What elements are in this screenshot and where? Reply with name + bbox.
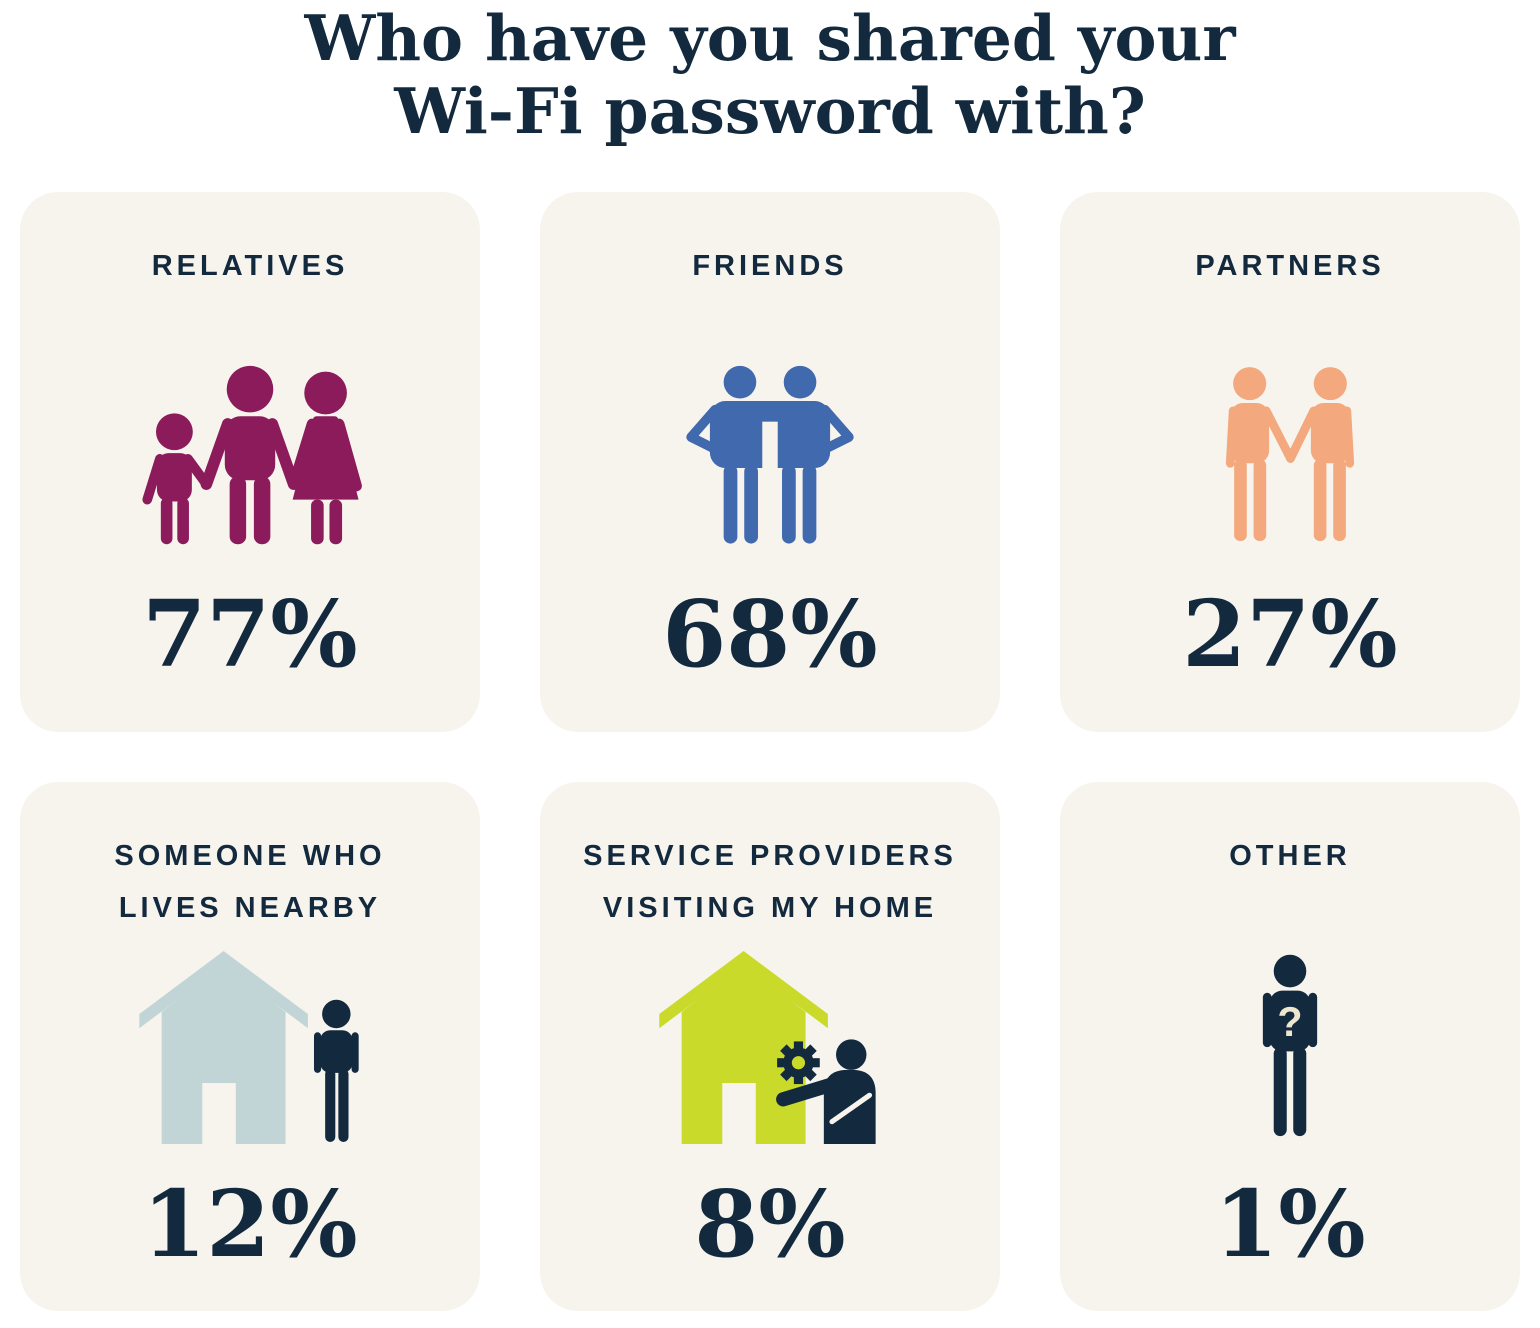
card-partners-label: PARTNERS — [1195, 240, 1384, 356]
friends-icon — [684, 356, 856, 556]
card-someone-nearby-value: 12% — [142, 1170, 358, 1278]
card-friends: FRIENDS — [540, 192, 1000, 732]
house-service-gear-icon — [657, 946, 883, 1146]
family-relatives-icon — [124, 356, 376, 556]
card-other: OTHER ? 1% — [1060, 782, 1520, 1311]
card-service-providers: SERVICE PROVIDERS VISITING MY HOME — [540, 782, 1000, 1311]
house-neighbor-icon — [137, 946, 363, 1146]
friends-svg — [686, 365, 854, 544]
card-someone-nearby: SOMEONE WHO LIVES NEARBY — [20, 782, 480, 1311]
card-service-providers-value: 8% — [694, 1170, 846, 1278]
label-line: SERVICE PROVIDERS — [583, 840, 957, 872]
label-line: RELATIVES — [151, 250, 349, 282]
card-relatives: RELATIVES — [20, 192, 480, 732]
card-friends-label: FRIENDS — [692, 240, 847, 356]
house-service-svg — [659, 950, 876, 1144]
cards-grid: RELATIVES — [20, 192, 1520, 1311]
person-question-svg: ? — [1262, 954, 1318, 1137]
card-relatives-label: RELATIVES — [152, 240, 349, 356]
label-line: OTHER — [1229, 840, 1351, 872]
page-title-line1: Who have you shared your — [304, 1, 1236, 75]
family-relatives-svg — [142, 365, 362, 545]
card-partners-value: 27% — [1182, 580, 1398, 688]
label-line: SOMEONE WHO — [114, 840, 386, 872]
partners-svg — [1225, 367, 1355, 541]
page-title-line2: Wi-Fi password with? — [394, 74, 1146, 148]
service-person — [776, 1038, 876, 1144]
label-line: LIVES NEARBY — [118, 892, 382, 924]
gear-icon — [777, 1040, 820, 1084]
label-line: FRIENDS — [692, 250, 848, 282]
card-relatives-value: 77% — [142, 580, 358, 688]
card-friends-value: 68% — [662, 580, 878, 688]
label-line: PARTNERS — [1195, 250, 1385, 282]
page-title: Who have you shared your Wi-Fi password … — [0, 2, 1540, 148]
question-mark: ? — [1277, 999, 1302, 1045]
card-someone-nearby-label: SOMEONE WHO LIVES NEARBY — [114, 830, 385, 946]
card-partners: PARTNERS — [1060, 192, 1520, 732]
card-other-label: OTHER — [1229, 830, 1351, 946]
house-neighbor-svg — [139, 950, 359, 1144]
neighbor-person — [313, 999, 359, 1142]
card-other-value: 1% — [1214, 1170, 1366, 1278]
label-line: VISITING MY HOME — [602, 892, 938, 924]
partners-holding-hands-icon — [1205, 356, 1375, 556]
card-service-providers-label: SERVICE PROVIDERS VISITING MY HOME — [583, 830, 957, 946]
person-question-icon: ? — [1252, 946, 1328, 1146]
